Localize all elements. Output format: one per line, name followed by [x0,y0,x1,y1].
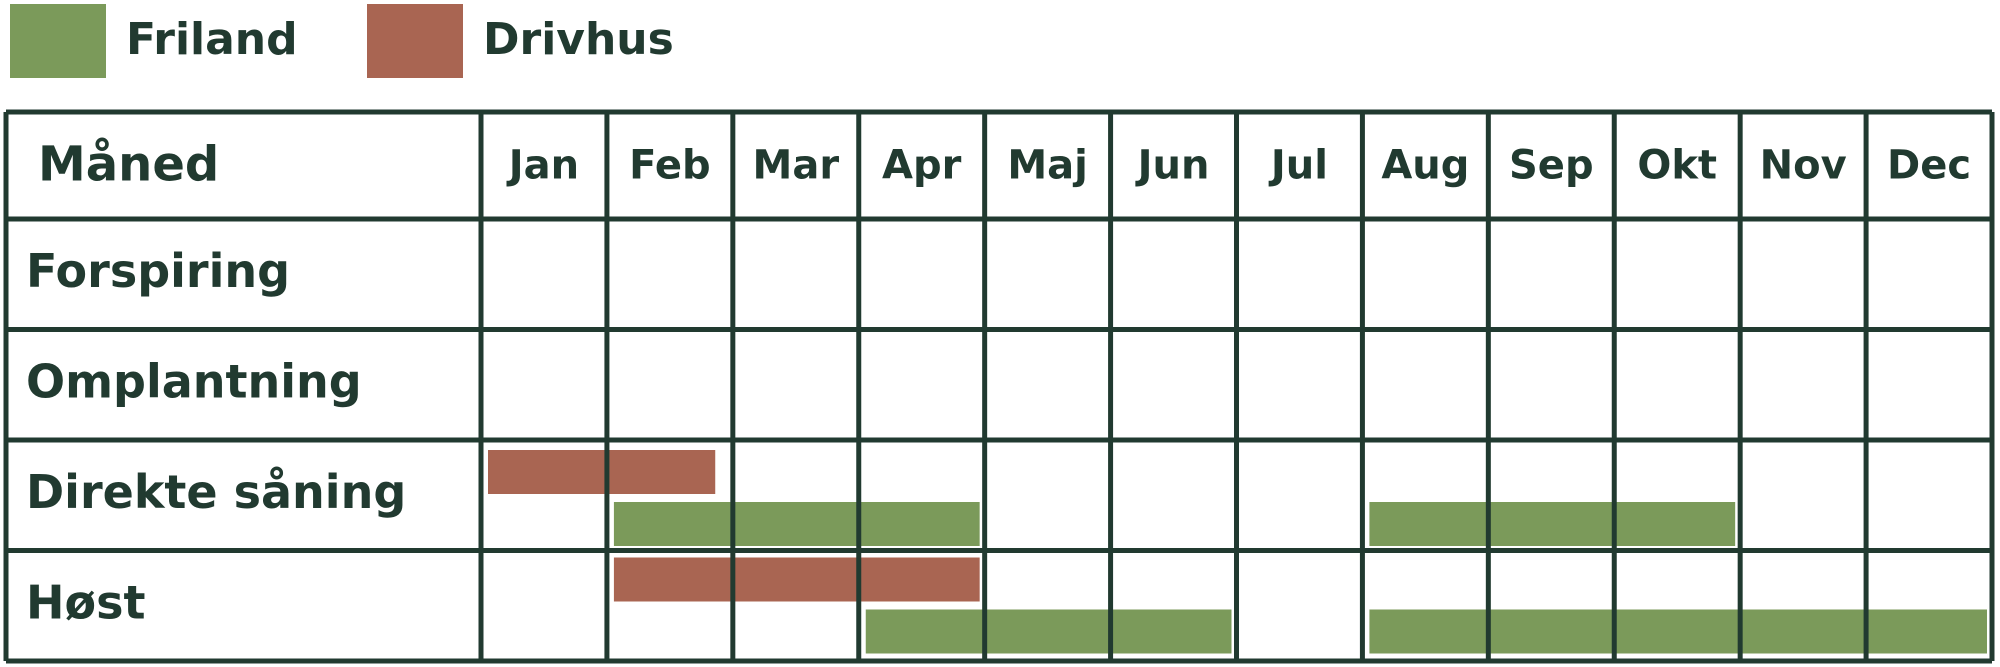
row-label: Omplantning [26,354,362,408]
month-label: Maj [1007,143,1088,189]
month-label: Jul [1268,143,1328,189]
month-label: Okt [1637,143,1717,189]
bar [488,450,716,494]
month-label: Nov [1760,143,1847,189]
legend-swatch [10,4,106,78]
month-label: Sep [1509,143,1594,189]
month-label: Mar [753,143,840,189]
bar [1369,609,1987,654]
row-label: Direkte såning [26,465,406,519]
month-label: Jun [1135,143,1210,189]
legend-label: Drivhus [483,14,674,65]
month-label: Jan [506,143,579,189]
bar [613,502,980,546]
month-label: Dec [1887,143,1971,189]
month-label: Apr [882,143,962,189]
bar [865,609,1232,654]
legend-swatch [367,4,463,78]
month-label: Aug [1381,143,1469,189]
legend-label: Friland [126,14,298,65]
month-label: Feb [629,143,710,189]
bar [613,557,980,602]
corner-label: Måned [38,137,219,193]
row-label: Forspiring [26,244,290,298]
bar [1369,502,1736,546]
row-label: Høst [26,575,145,629]
